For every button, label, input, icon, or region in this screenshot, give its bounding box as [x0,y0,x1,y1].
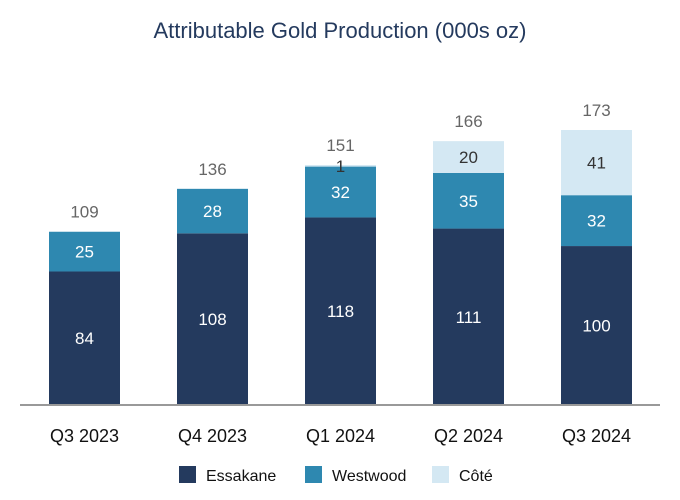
x-tick-q1-2024: Q1 2024 [306,426,375,446]
x-tick-q3-2023: Q3 2023 [50,426,119,446]
bar-essakane-q2-2024 [433,228,504,405]
legend-swatch-westwood [305,466,322,483]
bar-essakane-q3-2024 [561,246,632,405]
bar-cote-q1-2024 [305,164,376,167]
bar-essakane-q1-2024 [305,217,376,405]
legend-swatch-essakane [179,466,196,483]
legend-swatch-cote [432,466,449,483]
label-essakane-q2-2024: 111 [456,308,482,327]
x-tick-labels: Q3 2023 Q4 2023 Q1 2024 Q2 2024 Q3 2024 [50,426,631,446]
x-tick-q2-2024: Q2 2024 [434,426,503,446]
total-label-q3-2023: 109 [70,203,98,222]
bar-essakane-q4-2023 [177,233,248,405]
bar-westwood-q3-2023 [49,231,120,272]
bar-cote-q3-2024 [561,130,632,196]
x-tick-q4-2023: Q4 2023 [178,426,247,446]
total-label-q3-2024: 173 [582,101,610,120]
label-essakane-q1-2024: 118 [327,302,354,321]
label-westwood-q3-2024: 32 [587,212,606,231]
bar-westwood-q1-2024 [305,166,376,218]
label-essakane-q4-2023: 108 [198,310,226,329]
x-tick-q3-2024: Q3 2024 [562,426,631,446]
bar-westwood-q2-2024 [433,172,504,229]
label-westwood-q1-2024: 32 [331,183,350,202]
legend-label-essakane: Essakane [206,468,276,485]
label-cote-q1-2024: 1 [336,157,345,176]
bar-westwood-q3-2024 [561,195,632,247]
total-label-q2-2024: 166 [454,112,482,131]
label-cote-q2-2024: 20 [459,148,478,167]
total-label-q4-2023: 136 [198,160,226,179]
label-essakane-q3-2023: 84 [75,329,94,348]
label-essakane-q3-2024: 100 [582,317,610,336]
legend: Essakane Westwood Côté [179,466,493,485]
chart-title: Attributable Gold Production (000s oz) [154,18,527,43]
bar-cote-q2-2024 [433,141,504,173]
label-cote-q3-2024: 41 [587,154,606,173]
legend-label-westwood: Westwood [332,468,406,485]
legend-label-cote: Côté [459,468,493,485]
total-label-q1-2024: 151 [326,136,354,155]
bar-westwood-q4-2023 [177,188,248,234]
label-westwood-q3-2023: 25 [75,243,94,262]
totals-group: 109 136 151 166 173 [70,101,610,222]
label-westwood-q2-2024: 35 [459,192,478,211]
label-westwood-q4-2023: 28 [203,202,222,221]
bar-essakane-q3-2023 [49,271,120,405]
